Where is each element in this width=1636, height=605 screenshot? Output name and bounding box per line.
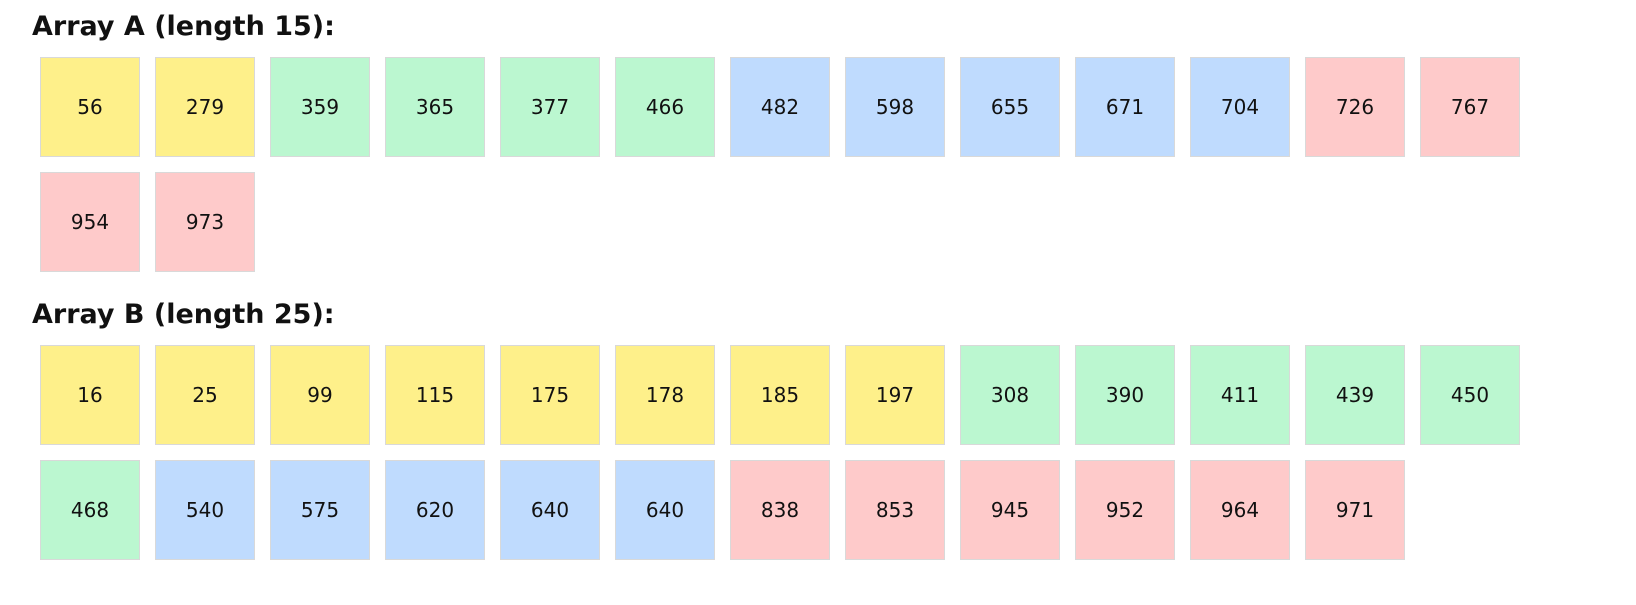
array-cell: 973 (155, 172, 255, 272)
array-cell: 767 (1420, 57, 1520, 157)
array-cell: 185 (730, 345, 830, 445)
array-cell: 482 (730, 57, 830, 157)
array-cell: 439 (1305, 345, 1405, 445)
array-cell: 390 (1075, 345, 1175, 445)
array-a-section: Array A (length 15): 56 279 359 365 377 466 48… (32, 10, 1520, 272)
array-cell: 308 (960, 345, 1060, 445)
array-cell: 411 (1190, 345, 1290, 445)
array-cell: 468 (40, 460, 140, 560)
array-cell: 853 (845, 460, 945, 560)
array-b-section: Array B (length 25): 16 25 99 115 175 178 185 1… (32, 298, 1520, 560)
array-cell: 115 (385, 345, 485, 445)
array-cell: 25 (155, 345, 255, 445)
array-cell: 964 (1190, 460, 1290, 560)
array-cell: 466 (615, 57, 715, 157)
array-cell: 952 (1075, 460, 1175, 560)
array-cell: 175 (500, 345, 600, 445)
array-cell: 655 (960, 57, 1060, 157)
array-b-grid: 16 25 99 115 175 178 185 197 308 390 411 439 450 468 5… (40, 345, 1520, 560)
array-cell: 945 (960, 460, 1060, 560)
array-cell: 971 (1305, 460, 1405, 560)
array-cell: 56 (40, 57, 140, 157)
array-cell: 450 (1420, 345, 1520, 445)
array-cell: 838 (730, 460, 830, 560)
array-b-title: Array B (length 25): (32, 299, 335, 330)
array-cell: 377 (500, 57, 600, 157)
array-cell: 704 (1190, 57, 1290, 157)
array-cell: 359 (270, 57, 370, 157)
array-cell: 99 (270, 345, 370, 445)
array-cell: 726 (1305, 57, 1405, 157)
array-cell: 178 (615, 345, 715, 445)
array-cell: 598 (845, 57, 945, 157)
array-a-title: Array A (length 15): (32, 11, 335, 42)
array-cell: 671 (1075, 57, 1175, 157)
array-cell: 575 (270, 460, 370, 560)
array-cell: 365 (385, 57, 485, 157)
array-cell: 279 (155, 57, 255, 157)
array-cell: 540 (155, 460, 255, 560)
array-cell: 954 (40, 172, 140, 272)
array-cell: 620 (385, 460, 485, 560)
array-cell: 640 (615, 460, 715, 560)
array-cell: 16 (40, 345, 140, 445)
array-cell: 640 (500, 460, 600, 560)
array-a-grid: 56 279 359 365 377 466 482 598 655 671 704 726 767 95… (40, 57, 1520, 272)
array-cell: 197 (845, 345, 945, 445)
